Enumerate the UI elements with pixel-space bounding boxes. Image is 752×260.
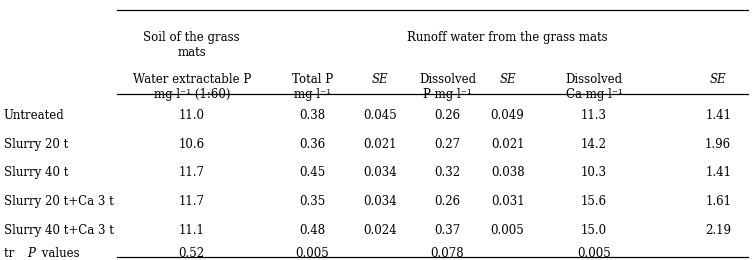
Text: Slurry 40 t: Slurry 40 t	[4, 166, 68, 179]
Text: 11.7: 11.7	[179, 195, 205, 208]
Text: 0.26: 0.26	[435, 195, 460, 208]
Text: 0.45: 0.45	[299, 166, 325, 179]
Text: Untreated: Untreated	[4, 109, 65, 122]
Text: 0.32: 0.32	[435, 166, 460, 179]
Text: 0.034: 0.034	[363, 195, 396, 208]
Text: 0.034: 0.034	[363, 166, 396, 179]
Text: 1.41: 1.41	[705, 109, 731, 122]
Text: 0.045: 0.045	[363, 109, 396, 122]
Text: 0.038: 0.038	[491, 166, 524, 179]
Text: Slurry 20 t+Ca 3 t: Slurry 20 t+Ca 3 t	[4, 195, 114, 208]
Text: 0.005: 0.005	[578, 247, 611, 260]
Text: tr: tr	[4, 247, 18, 260]
Text: 1.96: 1.96	[705, 138, 731, 151]
Text: 0.005: 0.005	[491, 224, 524, 237]
Text: 0.52: 0.52	[179, 247, 205, 260]
Text: 0.078: 0.078	[431, 247, 464, 260]
Text: 0.48: 0.48	[299, 224, 325, 237]
Text: 14.2: 14.2	[581, 138, 607, 151]
Text: 0.26: 0.26	[435, 109, 460, 122]
Text: SE: SE	[499, 73, 516, 86]
Text: Dissolved
Ca mg l⁻¹: Dissolved Ca mg l⁻¹	[566, 73, 623, 101]
Text: 11.7: 11.7	[179, 166, 205, 179]
Text: 10.3: 10.3	[581, 166, 607, 179]
Text: Slurry 40 t+Ca 3 t: Slurry 40 t+Ca 3 t	[4, 224, 114, 237]
Text: 0.049: 0.049	[491, 109, 524, 122]
Text: 1.61: 1.61	[705, 195, 731, 208]
Text: 0.031: 0.031	[491, 195, 524, 208]
Text: 0.37: 0.37	[435, 224, 460, 237]
Text: 2.19: 2.19	[705, 224, 731, 237]
Text: 0.35: 0.35	[299, 195, 325, 208]
Text: Soil of the grass
mats: Soil of the grass mats	[144, 31, 240, 59]
Text: 0.021: 0.021	[363, 138, 396, 151]
Text: 11.1: 11.1	[179, 224, 205, 237]
Text: 11.3: 11.3	[581, 109, 607, 122]
Text: 0.38: 0.38	[299, 109, 325, 122]
Text: 0.021: 0.021	[491, 138, 524, 151]
Text: Dissolved
P mg l⁻¹: Dissolved P mg l⁻¹	[419, 73, 476, 101]
Text: Runoff water from the grass mats: Runoff water from the grass mats	[408, 31, 608, 44]
Text: SE: SE	[371, 73, 388, 86]
Text: 15.0: 15.0	[581, 224, 607, 237]
Text: 15.6: 15.6	[581, 195, 607, 208]
Text: Slurry 20 t: Slurry 20 t	[4, 138, 68, 151]
Text: Water extractable P
mg l⁻¹ (1:60): Water extractable P mg l⁻¹ (1:60)	[132, 73, 251, 101]
Text: 1.41: 1.41	[705, 166, 731, 179]
Text: values: values	[38, 247, 79, 260]
Text: 0.005: 0.005	[296, 247, 329, 260]
Text: 11.0: 11.0	[179, 109, 205, 122]
Text: P: P	[27, 247, 35, 260]
Text: 0.27: 0.27	[435, 138, 460, 151]
Text: 0.024: 0.024	[363, 224, 396, 237]
Text: Total P
mg l⁻¹: Total P mg l⁻¹	[292, 73, 332, 101]
Text: 10.6: 10.6	[179, 138, 205, 151]
Text: 0.36: 0.36	[299, 138, 325, 151]
Text: SE: SE	[710, 73, 726, 86]
